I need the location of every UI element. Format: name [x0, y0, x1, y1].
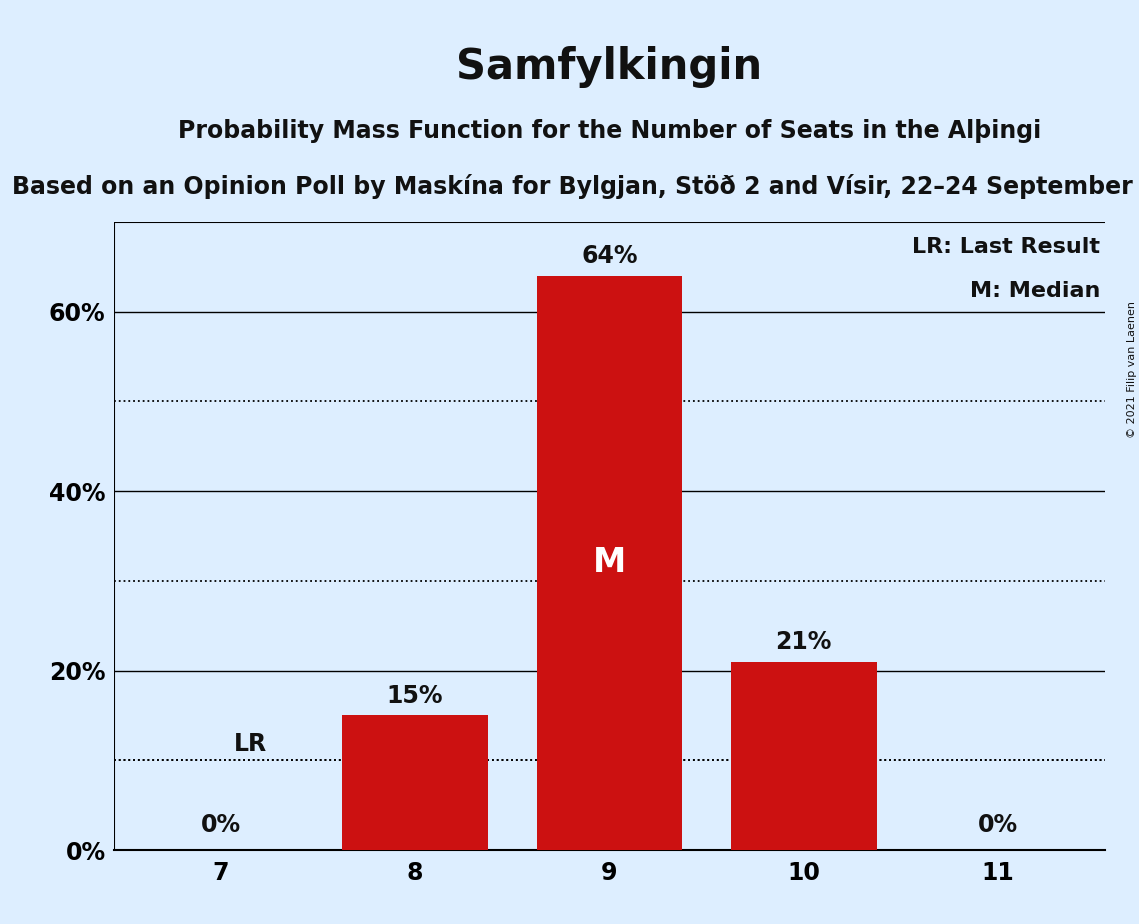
Bar: [536, 275, 682, 850]
Text: LR: LR: [235, 732, 268, 756]
Text: Probability Mass Function for the Number of Seats in the Alþingi: Probability Mass Function for the Number…: [178, 119, 1041, 143]
Text: M: M: [592, 546, 626, 579]
Text: Based on an Opinion Poll by Maskína for Bylgjan, Stöð 2 and Vísir, 22–24 Septemb: Based on an Opinion Poll by Maskína for …: [13, 174, 1139, 199]
Text: M: Median: M: Median: [969, 282, 1100, 301]
Text: 0%: 0%: [978, 812, 1018, 836]
Text: 15%: 15%: [387, 685, 443, 709]
Text: 21%: 21%: [776, 630, 831, 654]
Bar: [731, 662, 877, 850]
Text: © 2021 Filip van Laenen: © 2021 Filip van Laenen: [1126, 301, 1137, 438]
Text: Samfylkingin: Samfylkingin: [457, 46, 762, 88]
Text: 0%: 0%: [200, 812, 240, 836]
Text: 64%: 64%: [581, 245, 638, 269]
Bar: [342, 715, 487, 850]
Text: LR: Last Result: LR: Last Result: [912, 237, 1100, 258]
